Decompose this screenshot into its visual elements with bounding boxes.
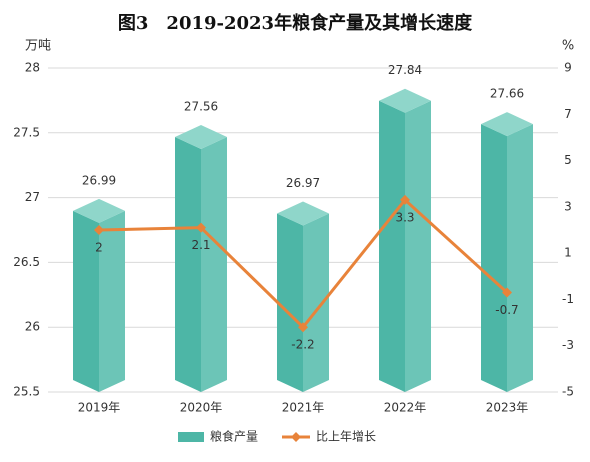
bar-face bbox=[481, 124, 507, 393]
line-marker bbox=[298, 322, 308, 333]
line-value-label: -2.2 bbox=[291, 338, 314, 352]
bar-face bbox=[201, 137, 227, 392]
bar bbox=[481, 112, 533, 393]
line-value-label: 2 bbox=[95, 241, 103, 255]
y-tick-label: 26.5 bbox=[13, 255, 40, 269]
bar bbox=[277, 201, 329, 392]
x-tick-label: 2022年 bbox=[384, 401, 427, 415]
x-tick-label: 2020年 bbox=[180, 401, 223, 415]
y2-tick-label: 5 bbox=[564, 153, 572, 167]
bar-face bbox=[175, 137, 201, 392]
bar-value-label: 26.97 bbox=[286, 176, 320, 190]
legend-swatch bbox=[178, 432, 204, 442]
bar-value-label: 27.66 bbox=[490, 87, 524, 101]
bar bbox=[379, 88, 431, 393]
y-tick-label: 27.5 bbox=[13, 125, 40, 139]
line-value-label: 3.3 bbox=[395, 210, 414, 224]
bar-face bbox=[175, 125, 227, 150]
bar bbox=[73, 198, 125, 392]
bar-value-label: 27.56 bbox=[184, 100, 218, 114]
bar-face bbox=[277, 213, 303, 392]
line-value-label: -0.7 bbox=[495, 303, 518, 317]
bar-value-label: 26.99 bbox=[82, 173, 116, 187]
legend-label: 比上年增长 bbox=[316, 430, 376, 444]
bar-face bbox=[481, 112, 533, 137]
y2-tick-label: -1 bbox=[562, 292, 574, 306]
bar bbox=[175, 125, 227, 392]
line-value-label: 2.1 bbox=[191, 238, 210, 252]
x-tick-label: 2021年 bbox=[282, 401, 325, 415]
chart-title: 图3 2019-2023年粮食产量及其增长速度 bbox=[118, 12, 473, 34]
y2-tick-label: -3 bbox=[562, 338, 574, 352]
y-tick-label: 27 bbox=[25, 190, 40, 204]
bar-face bbox=[99, 210, 125, 392]
y2-tick-label: -5 bbox=[562, 385, 574, 399]
y2-axis-label: % bbox=[562, 39, 574, 54]
y2-tick-label: 9 bbox=[564, 61, 572, 75]
line-marker bbox=[502, 287, 512, 298]
bar-face bbox=[379, 88, 431, 113]
bar-face bbox=[73, 210, 99, 392]
y-axis-label: 万吨 bbox=[25, 39, 51, 54]
bar-face bbox=[405, 100, 431, 393]
y-tick-label: 25.5 bbox=[13, 385, 40, 399]
y-tick-label: 26 bbox=[25, 320, 40, 334]
bar-face bbox=[277, 201, 329, 226]
bar-value-label: 27.84 bbox=[388, 63, 422, 77]
line-marker bbox=[94, 225, 104, 235]
y2-tick-label: 3 bbox=[564, 199, 572, 213]
legend-swatch bbox=[291, 432, 301, 442]
bar-face bbox=[73, 198, 125, 223]
line-marker bbox=[400, 194, 410, 205]
line-marker bbox=[196, 222, 206, 233]
bar-face bbox=[507, 124, 533, 393]
bar-face bbox=[379, 100, 405, 393]
x-tick-label: 2023年 bbox=[486, 401, 529, 415]
legend-label: 粮食产量 bbox=[210, 429, 258, 444]
y2-tick-label: 1 bbox=[564, 246, 572, 260]
y-tick-label: 28 bbox=[25, 61, 40, 75]
x-tick-label: 2019年 bbox=[78, 401, 121, 415]
bar-face bbox=[303, 213, 329, 392]
y2-tick-label: 7 bbox=[564, 107, 572, 121]
